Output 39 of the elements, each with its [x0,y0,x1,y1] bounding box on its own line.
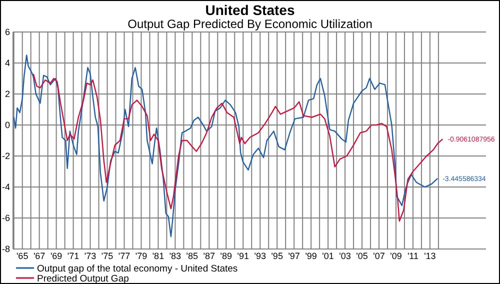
y-tick-label: -4 [2,182,10,192]
x-tick-label: '09 [390,251,402,261]
y-tick-label: 6 [4,27,10,37]
chart-subtitle: Output Gap Predicted By Economic Utilization [128,17,372,31]
chart-title: United States [205,2,295,18]
x-tick-label: '05 [356,251,368,261]
x-tick-label: '95 [271,251,283,261]
x-tick-label: '65 [16,251,28,261]
x-tick-label: '87 [203,251,216,261]
x-tick-label: '89 [220,251,232,261]
x-tick-label: '83 [169,251,182,261]
x-tick-label: '97 [288,251,300,261]
legend-label: Output gap of the total economy - United States [37,264,238,274]
x-tick-label: '67 [33,251,46,261]
x-tick-label: '71 [67,251,80,261]
x-tick-label: '03 [339,251,351,261]
x-tick-label: '93 [254,251,266,261]
x-tick-label: '85 [186,251,198,261]
x-tick-label: '73 [84,251,96,261]
y-tick-label: 2 [4,89,10,99]
x-tick-label: '77 [118,251,130,261]
y-tick-label: -8 [2,244,10,254]
x-tick-label: '79 [135,251,148,261]
x-tick-label: '01 [322,251,334,261]
x-tick-label: '07 [373,251,385,261]
y-tick-label: -2 [2,151,10,161]
y-tick-label: -6 [2,213,10,223]
x-tick-label: '81 [152,251,164,261]
legend-label: Predicted Output Gap [37,274,129,284]
line-series [13,54,438,238]
x-tick-label: '75 [101,251,114,261]
x-tick-label: '11 [407,251,418,261]
x-tick-label: '99 [305,251,317,261]
x-tick-label: '69 [50,251,62,261]
y-tick-label: 4 [4,58,10,68]
line-series [32,73,444,222]
y-tick-label: 0 [4,120,10,130]
x-tick-label: '91 [237,251,249,261]
x-tick-label: '13 [424,251,436,261]
